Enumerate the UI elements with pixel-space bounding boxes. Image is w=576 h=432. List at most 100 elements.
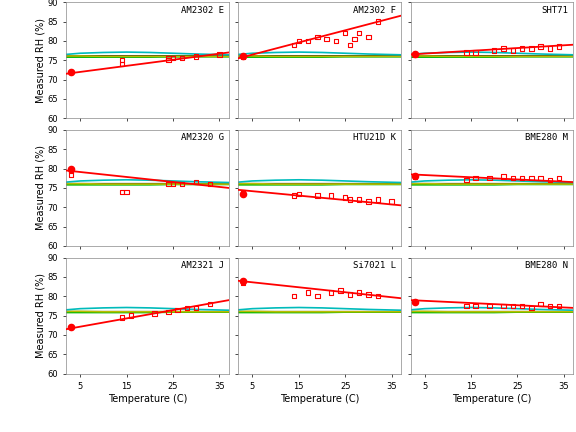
Point <box>555 43 564 50</box>
Point <box>373 18 382 25</box>
Point <box>183 305 192 311</box>
Point <box>127 312 136 319</box>
Point <box>238 277 248 284</box>
Point <box>411 173 420 180</box>
Point <box>517 175 526 182</box>
Text: AM2320 G: AM2320 G <box>181 133 224 143</box>
Point <box>555 302 564 309</box>
Point <box>66 68 75 75</box>
Point <box>122 188 131 195</box>
Point <box>66 68 75 75</box>
X-axis label: Temperature (C): Temperature (C) <box>108 394 187 404</box>
Point <box>192 179 201 186</box>
Point <box>206 301 215 308</box>
Point <box>471 49 480 56</box>
Point <box>373 196 382 203</box>
Point <box>517 302 526 309</box>
Point <box>192 53 201 60</box>
Point <box>290 41 299 48</box>
Point <box>536 43 545 50</box>
Point <box>462 177 471 184</box>
Point <box>206 181 215 187</box>
Point <box>526 305 536 311</box>
Point <box>411 299 420 305</box>
Point <box>364 34 373 41</box>
Point <box>411 173 420 180</box>
Point <box>238 188 248 195</box>
Point <box>364 198 373 205</box>
Point <box>322 35 331 42</box>
Point <box>331 38 340 44</box>
Point <box>555 175 564 182</box>
Point <box>517 45 526 52</box>
Point <box>327 289 336 296</box>
Point <box>327 192 336 199</box>
Point <box>66 171 75 178</box>
Point <box>238 277 248 284</box>
Point <box>350 35 359 42</box>
Point <box>411 51 420 58</box>
Point <box>490 47 499 54</box>
Point <box>238 190 248 197</box>
Point <box>411 51 420 58</box>
Point <box>462 49 471 56</box>
Point <box>526 175 536 182</box>
Point <box>66 324 75 330</box>
Point <box>545 302 555 309</box>
Point <box>164 308 173 315</box>
Point <box>118 188 127 195</box>
Point <box>313 192 322 199</box>
Point <box>192 305 201 311</box>
Text: BME280 M: BME280 M <box>525 133 569 143</box>
Point <box>294 190 304 197</box>
Y-axis label: Measured RH (%): Measured RH (%) <box>36 146 46 230</box>
Point <box>168 181 177 187</box>
Point <box>373 293 382 300</box>
Point <box>168 55 177 62</box>
Y-axis label: Measured RH (%): Measured RH (%) <box>36 18 46 103</box>
X-axis label: Temperature (C): Temperature (C) <box>280 394 359 404</box>
Point <box>66 165 75 172</box>
Text: AM2302 E: AM2302 E <box>181 6 224 15</box>
Point <box>536 301 545 308</box>
Point <box>294 38 304 44</box>
Point <box>215 51 224 58</box>
Point <box>345 41 354 48</box>
Point <box>66 167 75 174</box>
Point <box>173 306 182 313</box>
Point <box>304 289 313 296</box>
Point <box>485 175 494 182</box>
Point <box>499 302 508 309</box>
Text: Si7021 L: Si7021 L <box>353 261 396 270</box>
Text: AM2321 J: AM2321 J <box>181 261 224 270</box>
Y-axis label: Measured RH (%): Measured RH (%) <box>36 273 46 358</box>
Point <box>545 45 555 52</box>
Point <box>290 192 299 199</box>
Point <box>354 289 363 296</box>
Point <box>411 299 420 305</box>
Point <box>499 45 508 52</box>
Point <box>290 293 299 300</box>
Point <box>238 53 248 60</box>
Point <box>508 47 517 54</box>
Text: BME280 N: BME280 N <box>525 261 569 270</box>
Text: AM2302 F: AM2302 F <box>353 6 396 15</box>
Point <box>354 196 363 203</box>
Point <box>238 53 248 60</box>
Point <box>164 55 173 62</box>
Point <box>364 291 373 298</box>
Point <box>313 293 322 300</box>
Point <box>340 194 350 201</box>
Point <box>545 177 555 184</box>
Point <box>499 173 508 180</box>
Point <box>462 302 471 309</box>
Point <box>508 175 517 182</box>
Point <box>336 287 345 294</box>
Point <box>387 198 396 205</box>
Point <box>471 302 480 309</box>
Point <box>118 60 127 67</box>
Point <box>345 291 354 298</box>
Point <box>536 175 545 182</box>
Point <box>177 181 187 187</box>
Point <box>471 175 480 182</box>
